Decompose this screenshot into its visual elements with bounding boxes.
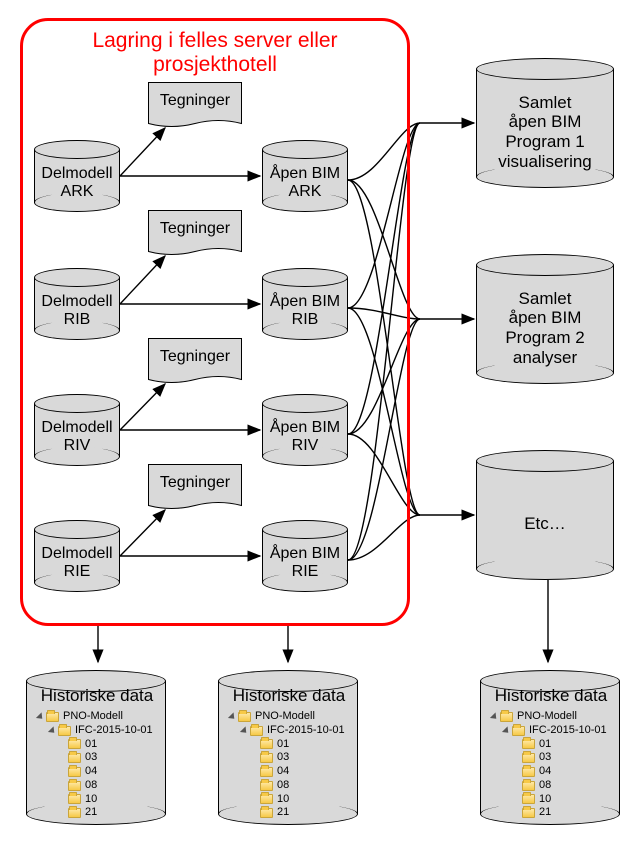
delmodell-riv: DelmodellRIV <box>34 394 120 466</box>
tegninger-3: Tegninger <box>148 338 242 380</box>
tegninger-2: Tegninger <box>148 210 242 252</box>
delmodell-riv-label: DelmodellRIV <box>34 419 120 456</box>
hist-2-label: Historiske data <box>214 686 364 706</box>
tegninger-2-label: Tegninger <box>148 220 242 238</box>
delmodell-rib: DelmodellRIB <box>34 268 120 340</box>
storage-group-title: Lagring i felles server eller prosjektho… <box>23 29 407 77</box>
samlet-prog2-label: Samletåpen BIMProgram 2analyser <box>476 289 614 367</box>
hist-3-folder-tree: PNO-ModellIFC-2015-10-01010304081021 <box>492 710 607 820</box>
diagram-canvas: Lagring i felles server eller prosjektho… <box>0 0 643 846</box>
samlet-prog1: Samletåpen BIMProgram 1visualisering <box>476 58 614 188</box>
tegninger-1-label: Tegninger <box>148 92 242 110</box>
hist-3-label: Historiske data <box>476 686 626 706</box>
hist-1-label: Historiske data <box>22 686 172 706</box>
apenbim-riv-label: Åpen BIMRIV <box>262 419 348 456</box>
hist-1-folder-tree: PNO-ModellIFC-2015-10-01010304081021 <box>38 710 153 820</box>
delmodell-rie-label: DelmodellRIE <box>34 545 120 582</box>
delmodell-rie: DelmodellRIE <box>34 520 120 592</box>
storage-title-line1: Lagring i felles server eller <box>92 29 337 52</box>
apenbim-rie-label: Åpen BIMRIE <box>262 545 348 582</box>
etc-label: Etc… <box>476 514 614 534</box>
apenbim-rie: Åpen BIMRIE <box>262 520 348 592</box>
etc: Etc… <box>476 450 614 580</box>
apenbim-rib: Åpen BIMRIB <box>262 268 348 340</box>
hist-2-folder-tree: PNO-ModellIFC-2015-10-01010304081021 <box>230 710 345 820</box>
storage-title-line2: prosjekthotell <box>153 53 277 76</box>
tegninger-4: Tegninger <box>148 464 242 506</box>
delmodell-rib-label: DelmodellRIB <box>34 293 120 330</box>
apenbim-ark: Åpen BIMARK <box>262 140 348 212</box>
delmodell-ark: DelmodellARK <box>34 140 120 212</box>
tegninger-4-label: Tegninger <box>148 474 242 492</box>
apenbim-riv: Åpen BIMRIV <box>262 394 348 466</box>
tegninger-1: Tegninger <box>148 82 242 124</box>
apenbim-rib-label: Åpen BIMRIB <box>262 293 348 330</box>
apenbim-ark-label: Åpen BIMARK <box>262 165 348 202</box>
samlet-prog2: Samletåpen BIMProgram 2analyser <box>476 254 614 384</box>
tegninger-3-label: Tegninger <box>148 348 242 366</box>
samlet-prog1-label: Samletåpen BIMProgram 1visualisering <box>476 93 614 171</box>
delmodell-ark-label: DelmodellARK <box>34 165 120 202</box>
